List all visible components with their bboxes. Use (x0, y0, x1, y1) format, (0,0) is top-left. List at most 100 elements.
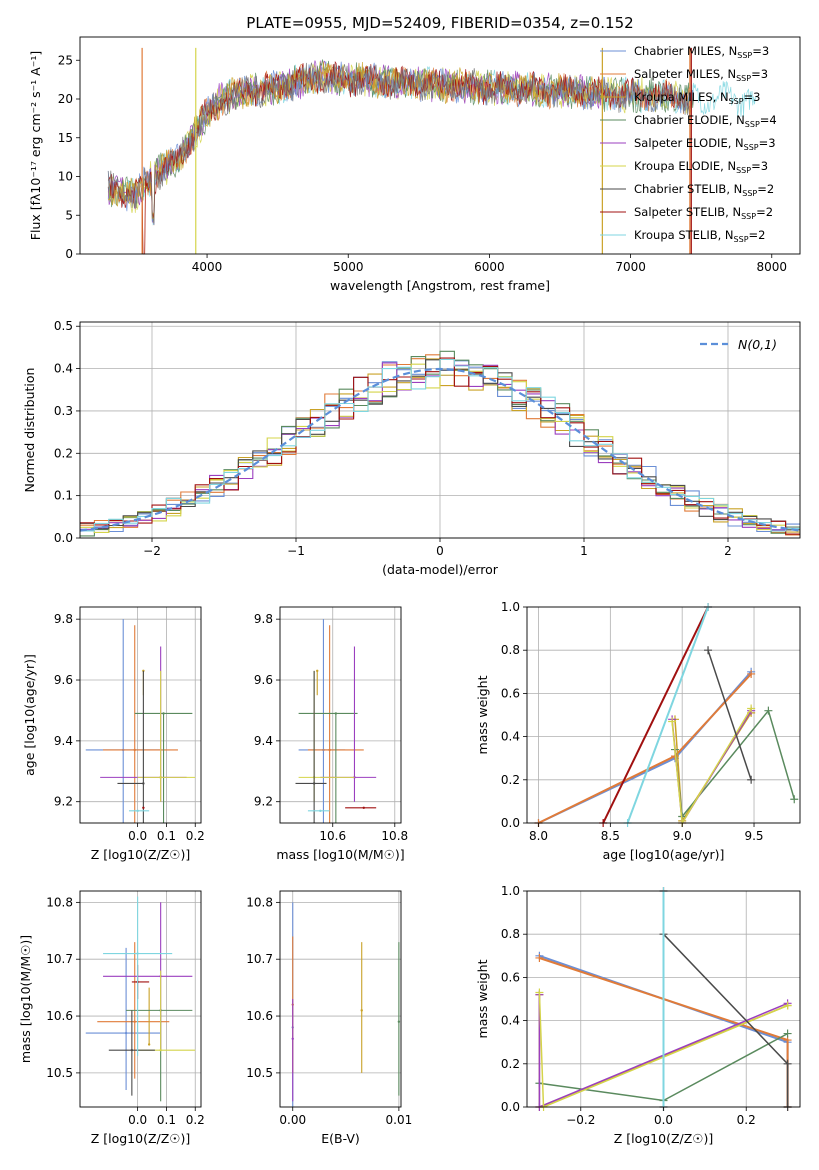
data-point (142, 806, 145, 809)
x-tick-label: 9.5 (744, 829, 763, 843)
data-point (362, 806, 365, 809)
x-axis-label: Z [log10(Z/Z☉)] (91, 1131, 191, 1146)
data-point (397, 1020, 401, 1023)
y-tick-label: 0.6 (501, 686, 520, 700)
y-axis-label: mass [log10(M/M☉)] (18, 935, 33, 1063)
legend-entry: Chabrier STELIB, NSSP=2 (634, 182, 774, 198)
x-tick-label: 10.8 (381, 829, 408, 843)
y-tick-label: 9.2 (254, 795, 273, 809)
residual-histogram (80, 363, 800, 534)
plot-area (107, 47, 758, 255)
y-tick-label: 0.4 (54, 362, 73, 376)
x-tick-label: 1 (580, 544, 588, 558)
axes-frame (79, 606, 202, 824)
mass-weight-marker (704, 646, 713, 655)
mass-weight-marker (764, 706, 773, 715)
y-tick-label: 0.3 (54, 404, 73, 418)
y-tick-label: 0.6 (501, 970, 520, 984)
mass-weight-line (538, 671, 752, 824)
mass-weight-line (671, 708, 752, 826)
x-tick-label: −2 (143, 544, 161, 558)
x-tick-label: 0.0 (654, 1113, 673, 1127)
x-tick-label: 8.0 (529, 829, 548, 843)
x-axis-label: E(B-V) (321, 1131, 360, 1146)
plot-area (85, 619, 196, 823)
legend-entry: Salpeter MILES, NSSP=3 (634, 67, 768, 83)
mass-weight-line (674, 709, 796, 819)
mass-vs-z-panel: 0.0 0.1 0.2 10.5 10.6 10.7 10.8 Z [log10(Z/Z☉)]… (18, 890, 205, 1146)
y-tick-label: 9.8 (254, 612, 273, 626)
plot-area (85, 896, 196, 1102)
y-tick-label: 0.8 (501, 643, 520, 657)
data-point (328, 748, 331, 752)
x-tick-label: 0.01 (386, 1113, 413, 1127)
y-tick-label: 10.6 (246, 1009, 273, 1023)
y-tick-label: 0.2 (501, 1057, 520, 1071)
y-tick-label: 9.4 (254, 734, 273, 748)
mass-weight-marker (747, 704, 756, 713)
data-point (159, 776, 162, 779)
spectrum-line (107, 62, 694, 223)
x-tick-label: 8000 (756, 260, 787, 274)
y-tick-label: 9.6 (254, 673, 273, 687)
y-tick-label: 9.6 (54, 673, 73, 687)
axes-frame (79, 321, 801, 539)
x-tick-label: 4000 (192, 260, 223, 274)
y-tick-label: 9.2 (54, 795, 73, 809)
y-tick-label: 0.2 (501, 773, 520, 787)
y-tick-label: 15 (58, 131, 73, 145)
spectrum-line (107, 61, 603, 222)
data-point (147, 1043, 151, 1046)
data-point (133, 1020, 136, 1023)
residuals-panel: −2 −1 0 1 2 0.0 0.1 0.2 0.3 0.4 0.5 (data-model)/er… (22, 319, 801, 577)
y-tick-label: 0.8 (501, 927, 520, 941)
y-tick-label: 10.6 (46, 1009, 73, 1023)
data-point (291, 1037, 294, 1040)
mass-weight-line (602, 606, 709, 824)
mass-weight-marker (747, 775, 756, 784)
y-tick-label: 10.8 (46, 895, 73, 909)
age-vs-z-panel: 0.0 0.1 0.2 9.2 9.4 9.6 9.8 Z [log10(Z/Z☉)] age … (22, 606, 205, 862)
x-tick-label: 6000 (474, 260, 505, 274)
x-tick-label: 5000 (333, 260, 364, 274)
legend-entry: Chabrier ELODIE, NSSP=4 (634, 113, 777, 129)
mass-weight-marker (790, 795, 799, 804)
plot-area (535, 887, 792, 1111)
x-tick-label: 8.5 (601, 829, 620, 843)
x-tick-label: −0.2 (566, 1113, 595, 1127)
y-tick-label: 10.5 (246, 1066, 273, 1080)
axes-frame (79, 36, 801, 255)
data-point (162, 712, 165, 715)
data-point (136, 952, 139, 955)
mass-weight-marker (535, 953, 544, 962)
y-tick-label: 10.5 (46, 1066, 73, 1080)
mass-vs-ebv-panel: 0.00 0.01 10.5 10.6 10.7 10.8 E(B-V) (246, 890, 413, 1146)
y-tick-label: 25 (58, 53, 73, 67)
x-axis-label: (data-model)/error (382, 562, 499, 577)
y-axis-label: age [log10(age/yr)] (22, 654, 37, 776)
y-tick-label: 10.7 (246, 952, 273, 966)
data-point (334, 712, 338, 715)
y-axis-label: Normed distribution (22, 368, 37, 493)
y-tick-label: 0.0 (501, 1100, 520, 1114)
data-point (159, 1048, 162, 1052)
x-axis-label: wavelength [Angstrom, rest frame] (330, 278, 550, 293)
mass-weight-marker (747, 669, 756, 678)
mass-weight-line (626, 606, 709, 824)
plot-area (79, 350, 801, 537)
axes-frame (526, 890, 801, 1108)
data-point (133, 748, 136, 752)
data-point (124, 1031, 128, 1035)
mass-weight-marker (783, 1001, 792, 1010)
legend-entry: Salpeter ELODIE, NSSP=3 (634, 136, 776, 152)
x-tick-label: 7000 (615, 260, 646, 274)
x-tick-label: 2 (724, 544, 732, 558)
data-point (130, 1048, 134, 1052)
x-tick-label: 0.2 (737, 1113, 756, 1127)
y-tick-label: 1.0 (501, 600, 520, 614)
y-tick-label: 0.4 (501, 730, 520, 744)
mass-weight-vs-z-panel: −0.2 0.0 0.2 0.0 0.2 0.4 0.6 0.8 1.0 Z [log10(Z/Z… (475, 884, 801, 1146)
data-point (360, 1009, 363, 1012)
x-tick-label: 0.1 (157, 1113, 176, 1127)
